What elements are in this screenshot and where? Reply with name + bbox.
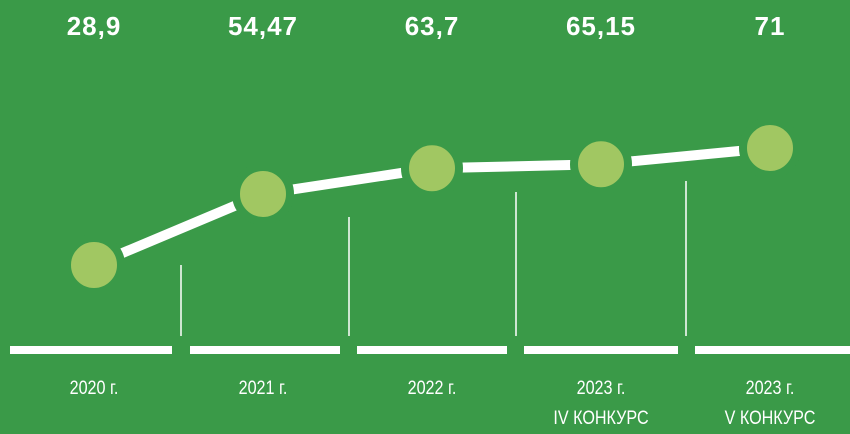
category-label: 2023 г. V КОНКУРС	[724, 378, 816, 429]
baseline-segment	[695, 346, 850, 354]
value-label: 65,15	[566, 11, 636, 41]
value-label: 71	[755, 11, 786, 41]
baseline-segment	[190, 346, 340, 354]
value-label: 63,7	[405, 11, 460, 41]
point	[401, 137, 463, 200]
category-label: 2023 г. IV КОНКУРС	[553, 378, 649, 429]
baseline-segment	[357, 346, 507, 354]
point	[232, 162, 294, 225]
point	[739, 117, 801, 179]
point	[570, 133, 632, 196]
separators	[180, 181, 687, 336]
value-label: 54,47	[228, 11, 298, 41]
baseline	[10, 346, 850, 354]
category-label: 2021 г.	[238, 378, 288, 399]
baseline-segment	[10, 346, 172, 354]
baseline-segment	[524, 346, 678, 354]
value-label: 28,9	[67, 11, 122, 41]
category-label: 2022 г.	[407, 378, 457, 399]
category-label: 2020 г.	[69, 378, 119, 399]
point	[63, 234, 125, 296]
